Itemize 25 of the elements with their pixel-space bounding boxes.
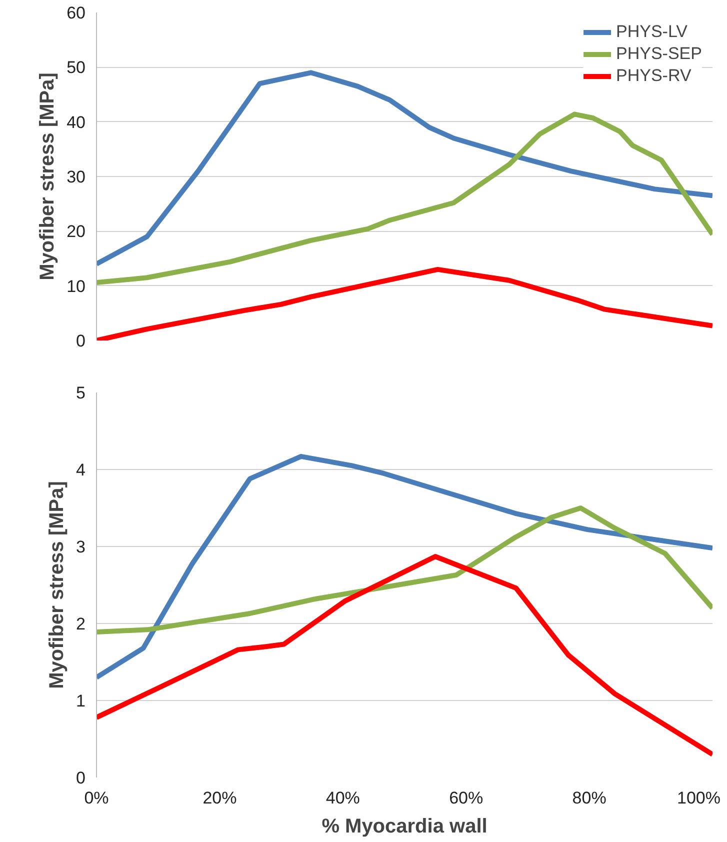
y-tick-label: 1	[76, 692, 86, 710]
legend-label: PHYS-SEP	[616, 44, 702, 64]
y-tick-label: 20	[66, 222, 86, 242]
x-axis-title: % Myocardia wall	[322, 816, 488, 838]
legend-label: PHYS-LV	[616, 22, 688, 42]
y-tick-label: 0	[76, 332, 86, 350]
y-tick-label: 3	[76, 538, 86, 556]
y-tick-label: 2	[76, 614, 86, 634]
y-tick-label: 4	[76, 460, 86, 480]
y-tick-label: 10	[66, 276, 86, 296]
legend-label: PHYS-RV	[616, 66, 692, 86]
x-tick-label: 0%	[84, 788, 109, 808]
y-tick-label: 5	[76, 384, 86, 402]
x-tick-label: 100%	[677, 788, 721, 808]
x-tick-label: 80%	[572, 788, 606, 808]
y-tick-label: 40	[66, 112, 86, 132]
y-axis-title: Myofiber stress [MPa]	[46, 481, 68, 689]
y-tick-label: 50	[66, 58, 86, 78]
x-tick-label: 60%	[449, 788, 484, 808]
y-tick-label: 60	[66, 4, 86, 22]
x-tick-label: 40%	[326, 788, 360, 808]
y-axis-title: Myofiber stress [MPa]	[36, 72, 59, 280]
x-tick-label: 20%	[202, 788, 237, 808]
y-tick-label: 30	[66, 168, 86, 186]
y-tick-label: 0	[76, 768, 86, 788]
